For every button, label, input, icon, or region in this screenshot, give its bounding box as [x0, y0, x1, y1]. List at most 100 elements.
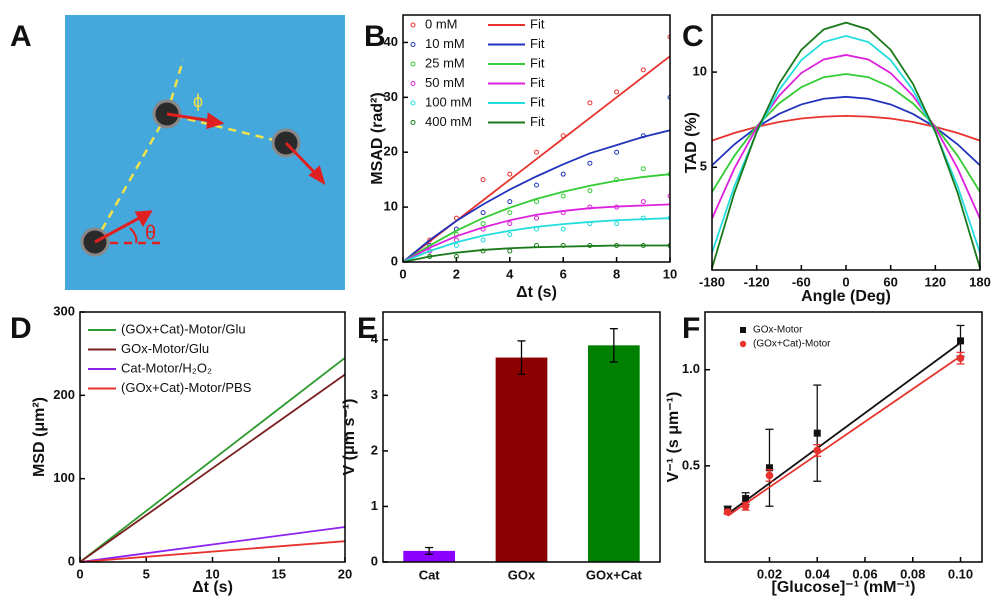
point — [587, 204, 593, 210]
point — [427, 237, 433, 243]
x-tick-label: 0 — [842, 274, 849, 289]
point — [480, 226, 486, 232]
legend-label: (GOx+Cat)-Motor — [753, 339, 831, 350]
point — [640, 243, 646, 249]
x-tick-label: 10 — [205, 566, 219, 581]
y-tick-label: 1 — [371, 498, 378, 513]
point — [480, 210, 486, 216]
legend-marker — [410, 81, 416, 86]
point — [507, 221, 513, 227]
point — [765, 471, 774, 480]
x-tick-label: 2 — [453, 266, 460, 281]
y-tick-label: 3 — [371, 387, 378, 402]
x-tick-label: GOx — [508, 567, 536, 582]
y-tick-label: 10 — [693, 64, 707, 79]
point — [560, 243, 566, 249]
point — [587, 160, 593, 166]
x-axis-label: Δt (s) — [192, 579, 233, 596]
legend-marker — [410, 100, 416, 106]
error-bar — [425, 546, 434, 555]
point — [453, 254, 459, 260]
point — [640, 199, 646, 205]
legend: 0 mM Fit 10 mM Fit 25 mM Fit 50 mM Fit 100 mM Fit… — [410, 16, 545, 129]
point — [587, 188, 593, 194]
y-axis-label: MSAD (rad²) — [369, 92, 386, 184]
panel: F 0.5 1.0 0.02 0.04 0.06 0.08 0.10 [Glucose]⁻¹ (… — [665, 311, 983, 596]
point — [560, 210, 566, 216]
y-axis-label: V (μm s⁻¹) — [341, 399, 358, 476]
legend-marker — [739, 340, 747, 348]
line — [80, 526, 345, 562]
legend-label: 10 mM — [425, 36, 465, 51]
x-tick-label: Cat — [419, 567, 441, 582]
x-tick-label: 0.02 — [757, 566, 782, 581]
plot-area — [723, 324, 965, 517]
angle-label: θ — [145, 222, 156, 244]
point — [723, 508, 732, 516]
x-tick-label: GOx+Cat — [586, 567, 643, 582]
legend-label: GOx-Motor — [753, 325, 803, 336]
y-tick-label: 20 — [384, 144, 398, 159]
bar — [587, 345, 640, 562]
legend-label: Fit — [530, 36, 545, 51]
y-axis-label: TAD (%) — [683, 112, 700, 173]
y-tick-label: 0 — [371, 553, 378, 568]
point — [507, 248, 513, 254]
fit-line — [403, 173, 670, 262]
point — [667, 94, 670, 100]
point — [614, 89, 620, 95]
legend-label: GOx-Motor/Glu — [121, 341, 209, 356]
point — [534, 199, 539, 205]
bar — [403, 550, 456, 562]
point — [480, 237, 486, 243]
panel-letter: A — [10, 20, 32, 53]
fit-line — [403, 129, 670, 262]
point — [640, 133, 646, 139]
y-tick-label: 30 — [384, 89, 398, 104]
y-tick-label: 4 — [371, 331, 379, 346]
point — [560, 226, 566, 232]
plot-frame — [704, 311, 983, 563]
plot-area — [712, 21, 980, 269]
legend-label: Fit — [530, 94, 545, 109]
bar — [495, 357, 548, 562]
point — [813, 446, 822, 455]
plot-frame — [711, 14, 981, 271]
point — [667, 171, 670, 177]
plot-area — [80, 357, 345, 562]
fit-line — [727, 355, 962, 517]
plot-frame — [79, 311, 346, 563]
line — [712, 73, 980, 193]
angle-label: ϕ — [193, 91, 203, 111]
y-tick-label: 2 — [371, 442, 378, 457]
x-tick-label: 180 — [969, 274, 991, 289]
line — [712, 21, 980, 269]
panel-letter: E — [357, 312, 377, 345]
legend-label: Fit — [530, 16, 545, 31]
point — [813, 429, 821, 437]
point — [587, 243, 593, 249]
panel-letter: D — [10, 312, 32, 345]
plot-frame — [382, 311, 661, 563]
plot-frame — [402, 14, 671, 263]
line — [80, 357, 345, 562]
legend: (GOx+Cat)-Motor/Glu GOx-Motor/Glu Cat-Moto… — [88, 321, 252, 395]
x-tick-label: -120 — [744, 274, 770, 289]
y-tick-label: 100 — [53, 470, 75, 485]
point — [587, 221, 593, 227]
point — [453, 243, 459, 249]
direction-arrows — [94, 112, 326, 244]
plot-area — [403, 328, 640, 562]
y-tick-label: 0.5 — [682, 457, 700, 472]
y-tick-label: 0 — [68, 553, 75, 568]
y-tick-label: 300 — [53, 303, 75, 318]
y-tick-label: 10 — [384, 199, 398, 214]
x-tick-label: 10 — [663, 266, 677, 281]
point — [507, 232, 513, 238]
point — [640, 215, 646, 221]
point — [614, 204, 620, 210]
x-tick-label: 20 — [338, 566, 352, 581]
x-tick-label: 6 — [560, 266, 567, 281]
y-tick-label: 40 — [384, 34, 398, 49]
point — [560, 133, 566, 139]
